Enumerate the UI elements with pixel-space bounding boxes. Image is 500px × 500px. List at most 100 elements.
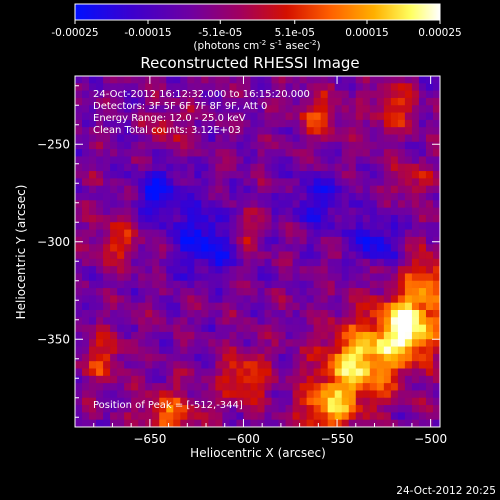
heatmap-cell	[201, 397, 209, 406]
heatmap-cell	[145, 178, 153, 187]
heatmap-cell	[292, 419, 301, 428]
heatmap-cell	[250, 97, 258, 106]
heatmap-cell	[327, 207, 336, 216]
heatmap-cell	[250, 119, 258, 128]
heatmap-cell	[89, 288, 97, 296]
heatmap-cell	[110, 229, 118, 238]
heatmap-cell	[194, 214, 202, 223]
heatmap-cell	[355, 375, 364, 384]
heatmap-cell	[215, 171, 223, 179]
heatmap-cell	[341, 229, 350, 238]
heatmap-cell	[313, 383, 322, 391]
heatmap-cell	[145, 346, 153, 355]
heatmap-cell	[215, 295, 223, 304]
heatmap-cell	[348, 331, 357, 340]
heatmap-cell	[138, 390, 146, 399]
heatmap-cell	[271, 353, 280, 362]
heatmap-cell	[383, 156, 392, 165]
heatmap-cell	[404, 185, 413, 194]
heatmap-cell	[320, 127, 329, 135]
heatmap-cell	[187, 280, 195, 289]
heatmap-cell	[404, 302, 413, 311]
heatmap-cell	[229, 288, 237, 296]
heatmap-cell	[257, 149, 266, 157]
heatmap-cell	[341, 127, 350, 135]
heatmap-cell	[278, 83, 287, 92]
heatmap-cell	[159, 302, 167, 311]
heatmap-cell	[180, 280, 188, 289]
heatmap-cell	[257, 229, 266, 238]
heatmap-cell	[327, 339, 336, 348]
heatmap-cell	[327, 200, 336, 209]
heatmap-cell	[404, 83, 413, 92]
heatmap-cell	[75, 222, 83, 231]
heatmap-cell	[173, 258, 181, 267]
heatmap-cell	[362, 288, 371, 296]
heatmap-cell	[110, 112, 118, 121]
heatmap-cell	[327, 149, 336, 157]
heatmap-cell	[145, 90, 153, 99]
heatmap-cell	[390, 412, 399, 421]
heatmap-cell	[152, 361, 160, 369]
heatmap-cell	[215, 324, 223, 333]
heatmap-cell	[152, 236, 160, 245]
heatmap-cell	[117, 346, 125, 355]
heatmap-cell	[243, 90, 251, 99]
heatmap-cell	[180, 339, 188, 348]
heatmap-cell	[180, 310, 188, 318]
heatmap-cell	[187, 266, 195, 274]
heatmap-cell	[313, 76, 322, 84]
heatmap-cell	[299, 119, 308, 128]
heatmap-cell	[208, 76, 216, 84]
heatmap-cell	[376, 266, 385, 274]
heatmap-cell	[411, 353, 420, 362]
heatmap-cell	[383, 405, 392, 413]
heatmap-cell	[145, 156, 153, 165]
heatmap-cell	[131, 288, 139, 296]
heatmap-cell	[208, 383, 216, 391]
heatmap-cell	[369, 412, 378, 421]
heatmap-cell	[397, 229, 406, 238]
heatmap-cell	[299, 317, 308, 326]
heatmap-cell	[243, 214, 251, 223]
heatmap-cell	[236, 317, 244, 326]
heatmap-cell	[110, 83, 118, 92]
heatmap-cell	[418, 171, 427, 179]
heatmap-cell	[299, 90, 308, 99]
heatmap-cell	[173, 266, 181, 274]
heatmap-cell	[110, 149, 118, 157]
heatmap-cell	[404, 134, 413, 143]
heatmap-cell	[432, 229, 441, 238]
heatmap-cell	[166, 200, 174, 209]
heatmap-cell	[250, 222, 258, 231]
heatmap-cell	[201, 317, 209, 326]
heatmap-cell	[369, 383, 378, 391]
heatmap-cell	[334, 163, 343, 172]
heatmap-cell	[117, 127, 125, 135]
heatmap-cell	[404, 310, 413, 318]
heatmap-cell	[159, 361, 167, 369]
heatmap-cell	[425, 149, 434, 157]
heatmap-cell	[201, 310, 209, 318]
heatmap-cell	[222, 229, 230, 238]
heatmap-cell	[82, 324, 90, 333]
heatmap-cell	[89, 361, 97, 369]
heatmap-cell	[222, 288, 230, 296]
heatmap-cell	[313, 207, 322, 216]
heatmap-cell	[285, 273, 294, 282]
heatmap-cell	[369, 280, 378, 289]
heatmap-cell	[425, 105, 434, 114]
heatmap-cell	[299, 251, 308, 260]
heatmap-cell	[89, 112, 97, 121]
heatmap-cell	[369, 141, 378, 150]
heatmap-cell	[201, 251, 209, 260]
heatmap-cell	[82, 397, 90, 406]
heatmap-cell	[376, 149, 385, 157]
heatmap-cell	[229, 390, 237, 399]
heatmap-cell	[348, 361, 357, 369]
heatmap-cell	[201, 346, 209, 355]
heatmap-cell	[390, 339, 399, 348]
heatmap-cell	[229, 361, 237, 369]
heatmap-cell	[103, 419, 111, 428]
heatmap-cell	[264, 76, 273, 84]
